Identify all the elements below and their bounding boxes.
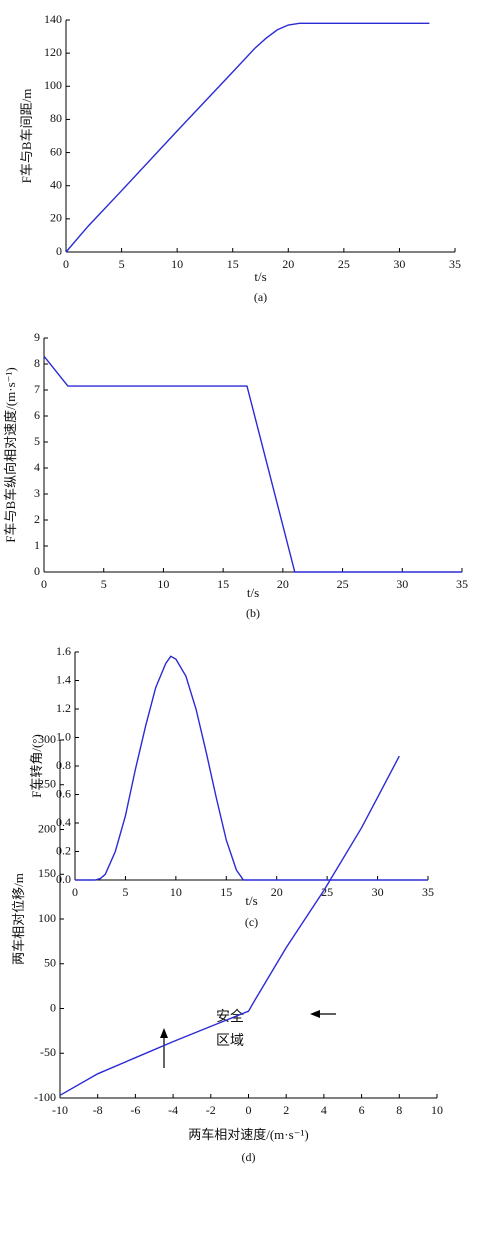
y-tick-label: 40 bbox=[50, 177, 62, 191]
x-tick-label: 15 bbox=[220, 885, 232, 899]
y-tick-label: 3 bbox=[34, 486, 40, 500]
y-tick-label: -50 bbox=[40, 1045, 56, 1059]
caption: (c) bbox=[245, 915, 258, 929]
y-axis-label: F车转角/(°) bbox=[29, 734, 44, 798]
x-tick-label: 2 bbox=[283, 1103, 289, 1117]
x-tick-label: 35 bbox=[449, 257, 461, 271]
y-tick-label: 1.4 bbox=[56, 672, 71, 686]
x-tick-label: 5 bbox=[119, 257, 125, 271]
arrow bbox=[160, 1010, 336, 1068]
x-axis-label: t/s bbox=[254, 269, 266, 284]
y-tick-label: 0 bbox=[50, 1000, 56, 1014]
y-tick-label: 0.2 bbox=[56, 843, 71, 857]
caption: (d) bbox=[242, 1150, 256, 1164]
y-tick-label: 200 bbox=[38, 821, 56, 835]
x-tick-label: -8 bbox=[93, 1103, 103, 1117]
caption: (b) bbox=[246, 606, 260, 620]
y-tick-label: 0.8 bbox=[56, 758, 71, 772]
y-tick-label: 6 bbox=[34, 408, 40, 422]
x-tick-label: 25 bbox=[337, 577, 349, 591]
x-tick-label: 5 bbox=[122, 885, 128, 899]
x-tick-label: 10 bbox=[171, 257, 183, 271]
x-tick-label: 8 bbox=[396, 1103, 402, 1117]
data-line bbox=[65, 22, 430, 253]
x-tick-label: -6 bbox=[130, 1103, 140, 1117]
y-tick-label: 1.6 bbox=[56, 644, 71, 658]
y-tick-label: -100 bbox=[34, 1090, 56, 1104]
y-tick-label: 1.2 bbox=[56, 701, 71, 715]
x-tick-label: -10 bbox=[52, 1103, 68, 1117]
y-tick-label: 0 bbox=[34, 564, 40, 578]
y-tick-label: 0.6 bbox=[56, 786, 71, 800]
y-axis-label: F车与B车间距/m bbox=[19, 89, 34, 184]
x-tick-label: 15 bbox=[227, 257, 239, 271]
x-tick-label: -4 bbox=[168, 1103, 178, 1117]
y-tick-label: 60 bbox=[50, 144, 62, 158]
y-tick-label: 0.4 bbox=[56, 815, 71, 829]
x-tick-label: 15 bbox=[217, 577, 229, 591]
y-tick-label: 250 bbox=[38, 777, 56, 791]
y-tick-label: 150 bbox=[38, 866, 56, 880]
x-tick-label: 0 bbox=[41, 577, 47, 591]
y-tick-label: 2 bbox=[34, 512, 40, 526]
y-axis-label: F车与B车纵向相对速度/(m·s⁻¹) bbox=[3, 367, 18, 542]
y-tick-label: 300 bbox=[38, 732, 56, 746]
x-tick-label: 5 bbox=[101, 577, 107, 591]
x-tick-label: 4 bbox=[321, 1103, 327, 1117]
y-tick-label: 140 bbox=[44, 12, 62, 26]
x-tick-label: 30 bbox=[396, 577, 408, 591]
y-tick-label: 8 bbox=[34, 356, 40, 370]
x-tick-label: 20 bbox=[277, 577, 289, 591]
y-tick-label: 0 bbox=[56, 244, 62, 258]
x-tick-label: 10 bbox=[157, 577, 169, 591]
y-tick-label: 100 bbox=[44, 78, 62, 92]
x-tick-label: 0 bbox=[63, 257, 69, 271]
y-tick-label: 4 bbox=[34, 460, 40, 474]
x-tick-label: 20 bbox=[282, 257, 294, 271]
annotation: 区域 bbox=[216, 1033, 244, 1049]
caption: (a) bbox=[254, 290, 267, 304]
x-axis-label: 两车相对速度/(m·s⁻¹) bbox=[188, 1127, 309, 1142]
x-tick-label: 10 bbox=[431, 1103, 443, 1117]
x-tick-label: 25 bbox=[338, 257, 350, 271]
y-axis-label: 两车相对位移/m bbox=[11, 873, 26, 965]
y-tick-label: 9 bbox=[34, 330, 40, 344]
y-tick-label: 7 bbox=[34, 382, 40, 396]
y-tick-label: 5 bbox=[34, 434, 40, 448]
x-axis-label: t/s bbox=[245, 893, 257, 908]
data-line bbox=[75, 655, 428, 881]
x-tick-label: 10 bbox=[170, 885, 182, 899]
x-tick-label: 35 bbox=[456, 577, 468, 591]
x-tick-label: 30 bbox=[372, 885, 384, 899]
x-tick-label: -2 bbox=[206, 1103, 216, 1117]
x-tick-label: 6 bbox=[359, 1103, 365, 1117]
y-tick-label: 100 bbox=[38, 911, 56, 925]
y-tick-label: 1 bbox=[34, 538, 40, 552]
x-tick-label: 25 bbox=[321, 885, 333, 899]
x-tick-label: 30 bbox=[393, 257, 405, 271]
x-axis-label: t/s bbox=[247, 585, 259, 600]
data-line bbox=[43, 355, 462, 573]
y-tick-label: 120 bbox=[44, 45, 62, 59]
data-line bbox=[59, 755, 400, 1096]
x-tick-label: 0 bbox=[72, 885, 78, 899]
x-tick-label: 35 bbox=[422, 885, 434, 899]
y-tick-label: 50 bbox=[44, 956, 56, 970]
x-tick-label: 0 bbox=[246, 1103, 252, 1117]
x-tick-label: 20 bbox=[271, 885, 283, 899]
y-tick-label: 80 bbox=[50, 111, 62, 125]
y-tick-label: 20 bbox=[50, 211, 62, 225]
y-tick-label: 1.0 bbox=[56, 729, 71, 743]
